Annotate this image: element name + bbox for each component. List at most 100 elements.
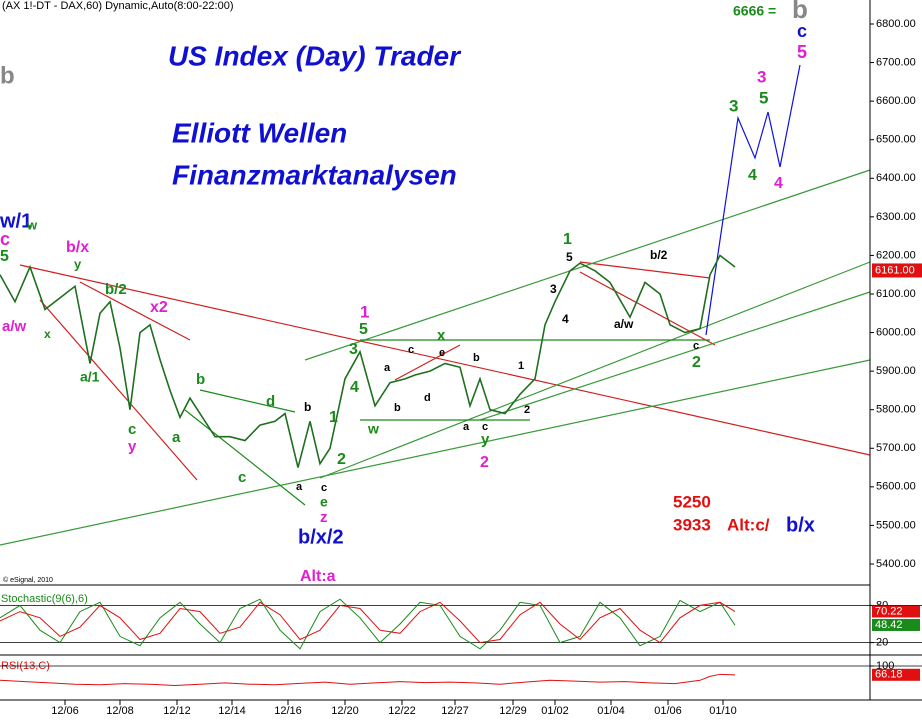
- x-tick-label: 01/04: [597, 705, 625, 717]
- y-tick-label: 20: [876, 637, 888, 649]
- value-box: [872, 618, 920, 631]
- x-tick-label: 01/06: [654, 705, 682, 717]
- trend-line: [19, 264, 871, 456]
- wave-label: a: [172, 429, 181, 446]
- wave-label: 1: [518, 360, 524, 372]
- wave-label: b: [473, 352, 480, 364]
- wave-label: b: [792, 0, 808, 24]
- x-tick-label: 12/12: [163, 705, 191, 717]
- value-box: [872, 605, 920, 618]
- wave-label: a: [463, 421, 470, 433]
- wave-label: y: [74, 256, 82, 271]
- trend-line: [39, 299, 198, 481]
- wave-label: c: [482, 421, 488, 433]
- wave-label: x2: [150, 299, 168, 316]
- trend-line: [579, 271, 716, 346]
- x-tick-label: 12/14: [218, 705, 246, 717]
- projection-path: [705, 64, 801, 336]
- wave-label: 2: [480, 454, 489, 471]
- last-value-label: 6161.00: [875, 264, 915, 276]
- wave-label: a: [296, 481, 303, 493]
- wave-label: 2: [692, 354, 701, 371]
- x-tick-label: 01/02: [541, 705, 569, 717]
- wave-label: a: [384, 362, 391, 374]
- value-label: 66.18: [875, 669, 903, 681]
- wave-label: 3933: [673, 515, 711, 534]
- x-tick-label: 12/29: [499, 705, 527, 717]
- last-value-box: [872, 263, 922, 278]
- wave-label: y: [128, 438, 137, 455]
- series-line: [0, 673, 736, 687]
- y-tick-label: 6200.00: [876, 249, 916, 261]
- y-tick-label: 5900.00: [876, 365, 916, 377]
- wave-label: b/2: [650, 248, 668, 262]
- wave-label: c: [128, 421, 136, 438]
- wave-label: 4: [748, 167, 757, 184]
- wave-label: x: [44, 327, 51, 341]
- wave-label: b: [394, 402, 401, 414]
- x-tick-label: 12/27: [441, 705, 469, 717]
- trend-line: [304, 169, 871, 361]
- trend-line: [199, 389, 296, 413]
- series-line: [0, 254, 736, 468]
- trend-line: [479, 291, 871, 421]
- y-tick-label: 5500.00: [876, 519, 916, 531]
- wave-label: 3: [349, 341, 358, 358]
- wave-label: 5: [359, 321, 368, 338]
- wave-label: 1: [360, 302, 369, 321]
- wave-label: 5: [0, 248, 9, 265]
- wave-label: b: [304, 400, 311, 414]
- wave-label: b: [196, 371, 205, 388]
- trend-line: [394, 344, 461, 381]
- wave-label: 3: [729, 96, 738, 115]
- y-tick-label: 6800.00: [876, 18, 916, 30]
- y-tick-label: 5800.00: [876, 404, 916, 416]
- wave-label: c: [0, 229, 10, 249]
- wave-label: 5: [566, 250, 573, 264]
- x-tick-label: 12/22: [388, 705, 416, 717]
- wave-label: 3: [550, 282, 557, 296]
- y-tick-label: 5700.00: [876, 442, 916, 454]
- wave-label: a/w: [614, 317, 634, 331]
- wave-label: 5250: [673, 492, 711, 511]
- value-label: 48.42: [875, 619, 903, 631]
- y-tick-label: 5400.00: [876, 558, 916, 570]
- wave-label: 5: [797, 42, 807, 62]
- x-tick-label: 12/08: [106, 705, 134, 717]
- wave-label: w: [367, 421, 379, 437]
- wave-label: e: [320, 494, 328, 510]
- wave-label: 4: [350, 379, 359, 396]
- wave-label: 6666 =: [733, 3, 776, 19]
- wave-label: b/x: [786, 514, 815, 536]
- wave-label: c: [693, 340, 699, 352]
- wave-label: e: [439, 347, 445, 359]
- wave-label: 5: [759, 88, 768, 107]
- wave-label: 1: [563, 231, 572, 248]
- wave-label: b/x: [66, 239, 89, 256]
- trend-line: [319, 261, 871, 479]
- wave-label: 4: [562, 312, 569, 326]
- y-tick-label: 6300.00: [876, 211, 916, 223]
- wave-label: z: [320, 509, 328, 526]
- wave-label: 2: [524, 404, 530, 416]
- wave-label: c: [238, 469, 246, 486]
- wave-label: 3: [757, 67, 766, 86]
- y-tick-label: 6700.00: [876, 56, 916, 68]
- credit: © eSignal, 2010: [3, 576, 53, 584]
- y-tick-label: 6500.00: [876, 134, 916, 146]
- subtitle: Elliott Wellen: [172, 117, 347, 148]
- trend-line: [579, 261, 711, 279]
- x-tick-label: 12/16: [274, 705, 302, 717]
- wave-label: a/w: [2, 318, 27, 335]
- wave-label: b/2: [105, 281, 127, 298]
- wave-label: Alt:c/: [727, 515, 770, 534]
- wave-label: w: [26, 217, 38, 232]
- wave-label: b: [0, 62, 15, 89]
- trend-lines: [0, 64, 871, 546]
- subtitle: Finanzmarktanalysen: [172, 159, 457, 190]
- wave-label: 2: [337, 451, 346, 468]
- x-tick-label: 12/06: [51, 705, 79, 717]
- wave-label: c: [408, 344, 414, 356]
